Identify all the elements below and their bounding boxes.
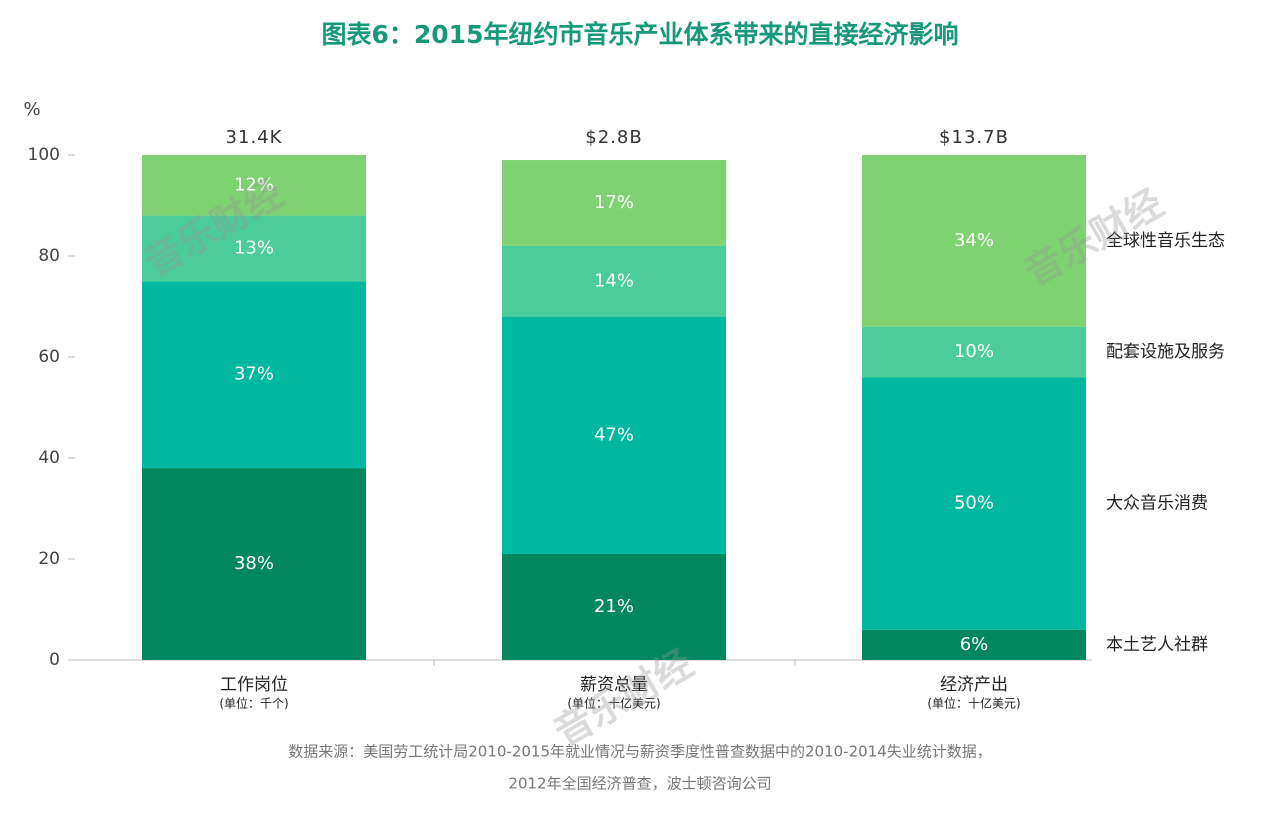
x-tick-label: 薪资总量: [580, 675, 648, 695]
value-label: 14%: [594, 270, 634, 291]
legend-label: 大众音乐消费: [1106, 493, 1208, 513]
y-tick-label: 20: [38, 549, 60, 569]
bar-segment: [862, 155, 1086, 327]
bar-segment: [502, 316, 726, 554]
value-label: 37%: [234, 364, 274, 385]
value-label: 17%: [594, 192, 634, 213]
category-unit: (单位：十亿美元): [927, 696, 1020, 711]
x-tick-label: 工作岗位: [220, 675, 288, 695]
bar-segment: [862, 629, 1086, 660]
bar-segment: [862, 326, 1086, 378]
bar-segment: [502, 553, 726, 660]
source-note: 2012年全国经济普查，波士顿咨询公司: [508, 775, 771, 793]
value-label: 12%: [234, 174, 274, 195]
bar-segment: [502, 245, 726, 317]
value-label: 50%: [954, 492, 994, 513]
y-tick-label: 0: [49, 650, 60, 670]
source-note: 数据来源：美国劳工统计局2010-2015年就业情况与薪资季度性普查数据中的20…: [288, 743, 992, 761]
bar-segment: [862, 377, 1086, 630]
y-axis-label: %: [23, 99, 40, 120]
total-label: $13.7B: [939, 127, 1009, 148]
total-label: 31.4K: [226, 127, 283, 148]
y-tick-label: 60: [38, 347, 60, 367]
value-label: 47%: [594, 424, 634, 445]
legend-label: 全球性音乐生态: [1106, 231, 1225, 251]
y-tick-label: 80: [38, 246, 60, 266]
value-label: 10%: [954, 341, 994, 362]
legend-label: 本土艺人社群: [1106, 635, 1208, 655]
bar-segment: [142, 468, 366, 660]
bar-segment: [142, 155, 366, 216]
y-tick-label: 40: [38, 448, 60, 468]
category-unit: (单位：十亿美元): [567, 696, 660, 711]
value-label: 38%: [234, 553, 274, 574]
bar-segment: [142, 281, 366, 469]
category-unit: (单位：千个): [219, 696, 288, 711]
legend-label: 配套设施及服务: [1106, 342, 1225, 362]
x-tick-label: 经济产出: [940, 675, 1008, 695]
total-label: $2.8B: [585, 127, 642, 148]
value-label: 6%: [960, 634, 989, 655]
chart-title: 图表6：2015年纽约市音乐产业体系带来的直接经济影响: [322, 20, 959, 49]
value-label: 34%: [954, 230, 994, 251]
value-label: 21%: [594, 596, 634, 617]
bar-segment: [502, 160, 726, 246]
y-tick-label: 100: [28, 145, 60, 165]
value-label: 13%: [234, 237, 274, 258]
bar-segment: [142, 215, 366, 282]
